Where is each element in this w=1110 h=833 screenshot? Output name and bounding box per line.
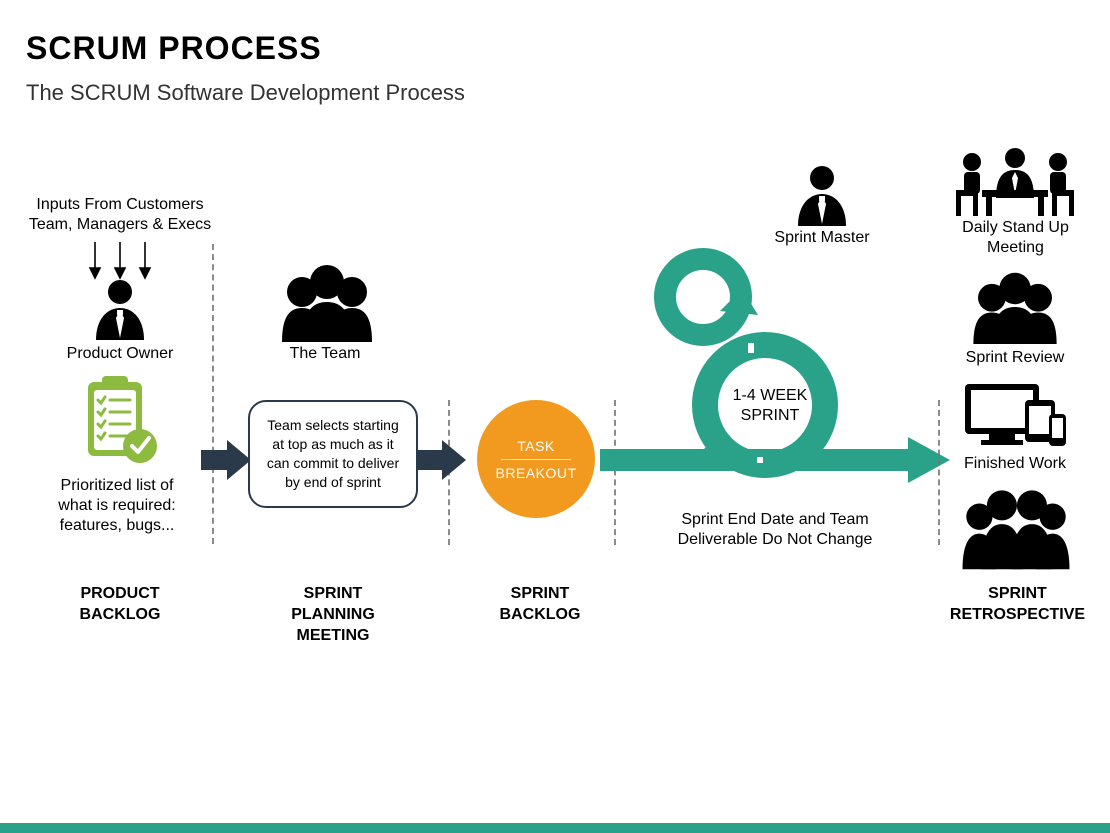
flow-arrow-2-icon bbox=[416, 440, 466, 480]
task-breakout-circle: TASK BREAKOUT bbox=[477, 400, 595, 518]
sprint-review-icon bbox=[962, 270, 1068, 344]
stage-planning: SPRINT PLANNING MEETING bbox=[268, 584, 398, 646]
page-title: SCRUM PROCESS bbox=[26, 30, 322, 67]
input-arrows-icon bbox=[85, 240, 155, 280]
page-subtitle: The SCRUM Software Development Process bbox=[26, 80, 465, 106]
product-owner-icon bbox=[90, 278, 150, 340]
task-label-bottom: BREAKOUT bbox=[495, 465, 576, 481]
team-group-icon bbox=[272, 262, 382, 342]
sprint-master-icon bbox=[792, 164, 852, 226]
sprint-footer: Sprint End Date and Team Deliverable Do … bbox=[640, 510, 910, 550]
inputs-label: Inputs From Customers Team, Managers & E… bbox=[15, 195, 225, 235]
retrospective-group-icon bbox=[955, 484, 1077, 570]
task-divider bbox=[501, 459, 572, 460]
sprint-loop-label: 1-4 WEEK SPRINT bbox=[725, 386, 815, 426]
product-owner-label: Product Owner bbox=[40, 344, 200, 364]
backlog-desc: Prioritized list of what is required: fe… bbox=[32, 476, 202, 536]
clipboard-check-icon bbox=[82, 374, 162, 468]
finished-work-icon bbox=[963, 380, 1068, 450]
team-label: The Team bbox=[260, 344, 390, 364]
sprint-review-label: Sprint Review bbox=[945, 348, 1085, 368]
stage-sprint-backlog: SPRINT BACKLOG bbox=[480, 584, 600, 626]
sprint-loop-icon bbox=[600, 235, 950, 495]
finished-work-label: Finished Work bbox=[945, 454, 1085, 474]
flow-arrow-1-icon bbox=[201, 440, 251, 480]
stage-product-backlog: PRODUCT BACKLOG bbox=[50, 584, 190, 626]
separator-4 bbox=[938, 400, 940, 545]
planning-box: Team selects starting at top as much as … bbox=[248, 400, 418, 508]
standup-meeting-icon bbox=[950, 148, 1080, 218]
standup-label: Daily Stand Up Meeting bbox=[938, 218, 1093, 258]
stage-retrospective: SPRINT RETROSPECTIVE bbox=[935, 584, 1100, 626]
task-label-top: TASK bbox=[517, 438, 555, 454]
separator-1 bbox=[212, 244, 214, 544]
footer-bar bbox=[0, 823, 1110, 833]
